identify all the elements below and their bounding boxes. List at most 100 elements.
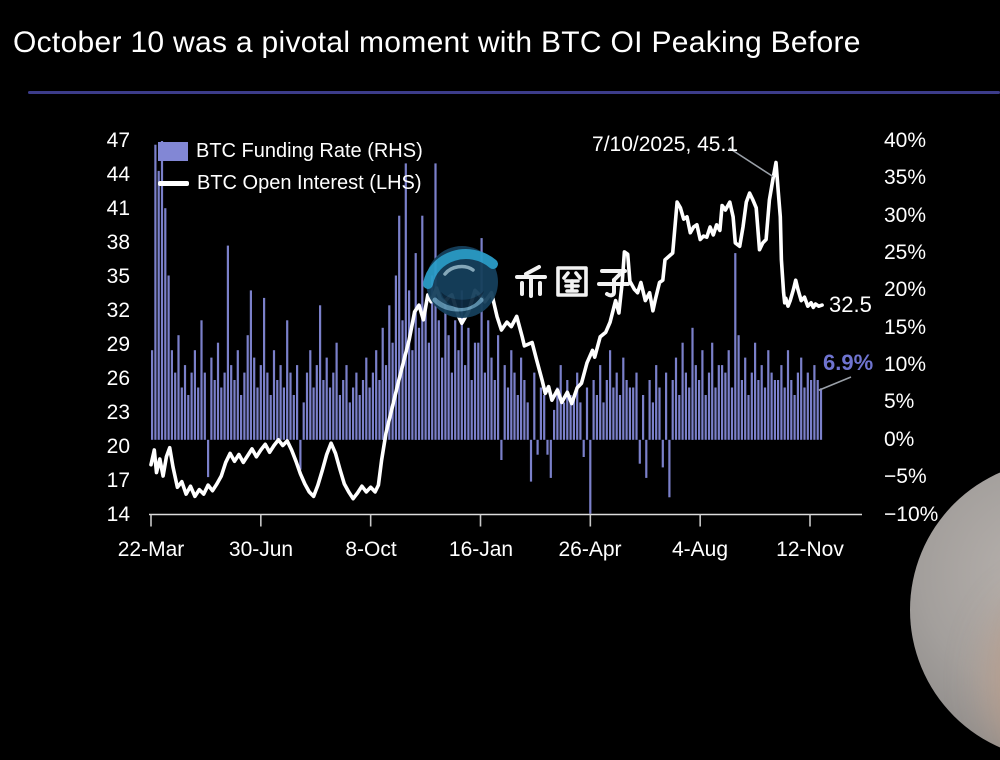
funding-rate-bar (371, 372, 374, 440)
funding-rate-bar (282, 387, 285, 440)
funding-rate-bar (556, 387, 559, 440)
y-axis-tick-label-left: 41 (106, 197, 130, 220)
funding-rate-bar (609, 350, 612, 440)
funding-rate-bar (256, 387, 259, 440)
open-interest-swatch-icon (158, 181, 189, 186)
y-axis-tick-label-right: 10% (884, 353, 927, 376)
funding-rate-bar (678, 395, 681, 440)
funding-rate-bar (510, 350, 513, 440)
funding-rate-bar (790, 380, 793, 440)
funding-rate-bar (684, 372, 687, 440)
funding-last-value-label: 6.9% (823, 350, 874, 375)
funding-rate-bar (642, 395, 645, 440)
funding-rate-bar (378, 380, 381, 440)
funding-rate-bar (157, 170, 160, 440)
funding-rate-bar (796, 372, 799, 440)
y-axis-tick-label-right: 30% (884, 204, 927, 227)
funding-rate-bar (164, 208, 167, 440)
funding-rate-bar (286, 320, 289, 440)
funding-rate-bar (701, 350, 704, 440)
funding-rate-bar (579, 402, 582, 440)
peak-annotation-leader-line (728, 147, 774, 178)
funding-rate-bar (398, 215, 401, 440)
funding-rate-bar (651, 402, 654, 440)
y-axis-tick-label-left: 29 (106, 333, 130, 356)
funding-rate-bar (388, 305, 391, 440)
funding-rate-bar (628, 387, 631, 440)
funding-rate-bar (707, 372, 711, 440)
funding-rate-bar (213, 380, 216, 440)
glyph-quan (556, 266, 588, 297)
funding-rate-bar (292, 395, 295, 440)
funding-rate-bar (421, 215, 424, 440)
watermark-logo-icon (423, 246, 498, 318)
funding-rate-bar (612, 387, 615, 440)
funding-rate-bar (730, 387, 734, 440)
funding-rate-bar (437, 320, 440, 440)
price-chart (149, 141, 862, 527)
funding-rate-bar (506, 387, 510, 440)
funding-rate-bar (289, 372, 292, 440)
funding-rate-bar (361, 380, 365, 440)
funding-rate-bar (305, 372, 309, 440)
funding-rate-bar (529, 439, 533, 482)
funding-rate-bar (174, 372, 177, 440)
funding-rate-bar (780, 365, 783, 440)
y-axis-tick-label-left: 20 (106, 435, 130, 458)
funding-rate-bar (177, 335, 180, 440)
funding-rate-bar (375, 350, 378, 440)
funding-rate-bar (243, 372, 246, 440)
funding-rate-bar (526, 402, 529, 440)
funding-rate-bar (272, 350, 276, 440)
funding-rate-bar (503, 365, 506, 440)
funding-rate-bar (513, 372, 516, 440)
funding-rate-bar (170, 350, 173, 440)
funding-rate-bar (691, 327, 694, 440)
legend-label-open-interest: BTC Open Interest (LHS) (197, 172, 422, 194)
funding-rate-bar (658, 387, 661, 440)
funding-rate-bar (391, 342, 394, 440)
funding-rate-bar (671, 380, 674, 440)
funding-rate-bar (450, 372, 453, 440)
funding-rate-bar (763, 387, 767, 440)
funding-rate-bar (549, 439, 552, 478)
funding-rate-bar (210, 357, 213, 440)
funding-rate-bar (816, 380, 819, 440)
funding-rate-bar (793, 395, 796, 440)
funding-rate-bar (645, 439, 648, 478)
page-title: October 10 was a pivotal moment with BTC… (13, 26, 861, 59)
y-axis-tick-label-left: 23 (106, 401, 130, 424)
funding-rate-bar (704, 395, 707, 440)
y-axis-tick-label-left: 44 (106, 163, 130, 186)
funding-rate-bar (328, 387, 332, 440)
funding-rate-bar (760, 365, 763, 440)
funding-rate-bar (737, 335, 740, 440)
funding-rate-bar (523, 380, 526, 440)
funding-rate-bar (180, 387, 183, 440)
legend-item-funding: BTC Funding Rate (RHS) (158, 140, 423, 163)
funding-rate-bar (259, 365, 262, 440)
y-axis-tick-label-right: 5% (884, 390, 915, 413)
x-axis-tick-label: 22-Mar (117, 538, 185, 561)
x-axis-tick-label: 16-Jan (448, 538, 514, 561)
funding-rate-bar (638, 439, 641, 464)
funding-rate-bar (296, 365, 299, 440)
funding-rate-bar (355, 372, 358, 440)
funding-rate-bar (345, 365, 348, 440)
funding-rate-bar (622, 357, 625, 440)
funding-rate-bar (414, 253, 417, 440)
funding-rate-bar (777, 380, 780, 440)
funding-rate-bar (717, 365, 720, 440)
funding-rate-bar (236, 350, 239, 440)
funding-rate-bar (803, 387, 806, 440)
funding-rate-bar (473, 342, 477, 440)
funding-rate-bar (625, 380, 628, 440)
funding-rate-bar (226, 245, 229, 440)
funding-rate-bar (546, 439, 549, 455)
funding-rate-bar (230, 365, 233, 440)
funding-rate-bar (401, 320, 404, 440)
funding-rate-bar (404, 163, 407, 440)
funding-rate-bar (800, 357, 803, 440)
watermark (421, 240, 631, 322)
funding-rate-bar (553, 409, 556, 440)
